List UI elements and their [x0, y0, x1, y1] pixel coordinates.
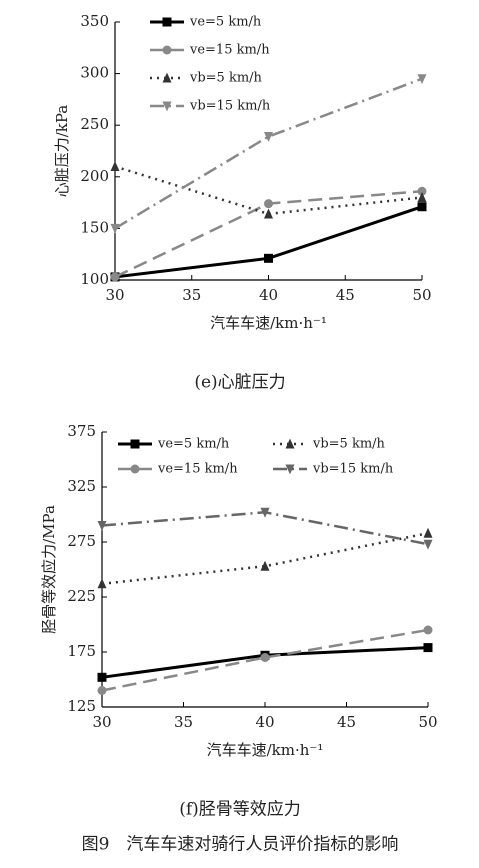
- marker: [97, 672, 107, 682]
- x-tick-label: 50: [418, 713, 437, 731]
- y-tick-label: 125: [67, 697, 96, 715]
- marker: [423, 539, 433, 550]
- marker: [130, 439, 140, 449]
- x-tick-label: 35: [182, 286, 201, 304]
- marker: [162, 45, 172, 55]
- marker: [110, 161, 120, 171]
- legend-label: vb=5 km/h: [312, 437, 386, 452]
- marker: [417, 74, 427, 85]
- caption: (e)心脏压力: [194, 373, 285, 393]
- y-tick-label: 100: [80, 270, 109, 288]
- marker: [285, 438, 295, 449]
- marker: [264, 208, 273, 219]
- x-tick-label: 30: [92, 713, 111, 731]
- marker: [162, 72, 172, 83]
- marker: [423, 527, 433, 538]
- x-axis-label: 汽车车速/km·h⁻¹: [207, 741, 324, 759]
- y-tick-label: 325: [67, 477, 96, 495]
- series-line: [101, 531, 429, 586]
- x-tick-label: 50: [412, 286, 431, 304]
- x-tick-label: 40: [259, 286, 278, 304]
- y-tick-label: 300: [80, 64, 109, 82]
- marker: [417, 192, 427, 202]
- caption: (f)胫骨等效应力: [179, 800, 301, 820]
- marker: [285, 464, 295, 475]
- figure-caption: 图9 汽车车速对骑行人员评价指标的影响: [82, 835, 399, 855]
- y-tick-label: 150: [80, 218, 109, 236]
- marker: [417, 202, 427, 212]
- legend-label: vb=5 km/h: [189, 71, 263, 86]
- y-tick-label: 175: [67, 642, 96, 660]
- marker: [264, 132, 273, 142]
- x-tick-label: 30: [105, 286, 124, 304]
- y-axis-label: 心脏压力/kPa: [53, 105, 71, 198]
- y-tick-label: 250: [80, 115, 109, 133]
- marker: [264, 199, 273, 209]
- y-tick-label: 350: [80, 12, 109, 30]
- marker: [162, 101, 172, 112]
- y-axis-label: 胫骨等效应力/MPa: [40, 505, 58, 634]
- legend-label: ve=15 km/h: [189, 43, 270, 58]
- legend-label: vb=15 km/h: [189, 99, 271, 114]
- marker: [417, 186, 427, 196]
- y-tick-label: 275: [67, 532, 96, 550]
- marker: [110, 272, 120, 282]
- marker: [162, 17, 172, 27]
- legend-label: ve=5 km/h: [189, 15, 262, 30]
- y-tick-label: 225: [67, 587, 96, 605]
- series-line: [101, 628, 429, 692]
- x-axis-label: 汽车车速/km·h⁻¹: [210, 314, 327, 332]
- x-tick-label: 40: [255, 713, 274, 731]
- legend-label: ve=5 km/h: [157, 437, 230, 452]
- marker: [423, 625, 433, 635]
- y-tick-label: 375: [67, 422, 96, 440]
- marker: [423, 643, 433, 653]
- marker: [264, 253, 273, 263]
- series-line: [114, 77, 423, 230]
- marker: [97, 686, 107, 695]
- marker: [110, 223, 120, 234]
- marker: [130, 464, 140, 474]
- marker: [260, 560, 270, 571]
- marker: [260, 653, 270, 662]
- legend-label: vb=15 km/h: [312, 462, 394, 477]
- x-tick-label: 45: [337, 713, 356, 731]
- marker: [97, 578, 107, 589]
- legend-label: ve=15 km/h: [157, 462, 238, 477]
- x-tick-label: 45: [336, 286, 355, 304]
- marker: [97, 521, 107, 531]
- marker: [260, 507, 270, 518]
- y-tick-label: 200: [80, 167, 109, 185]
- x-tick-label: 35: [174, 713, 193, 731]
